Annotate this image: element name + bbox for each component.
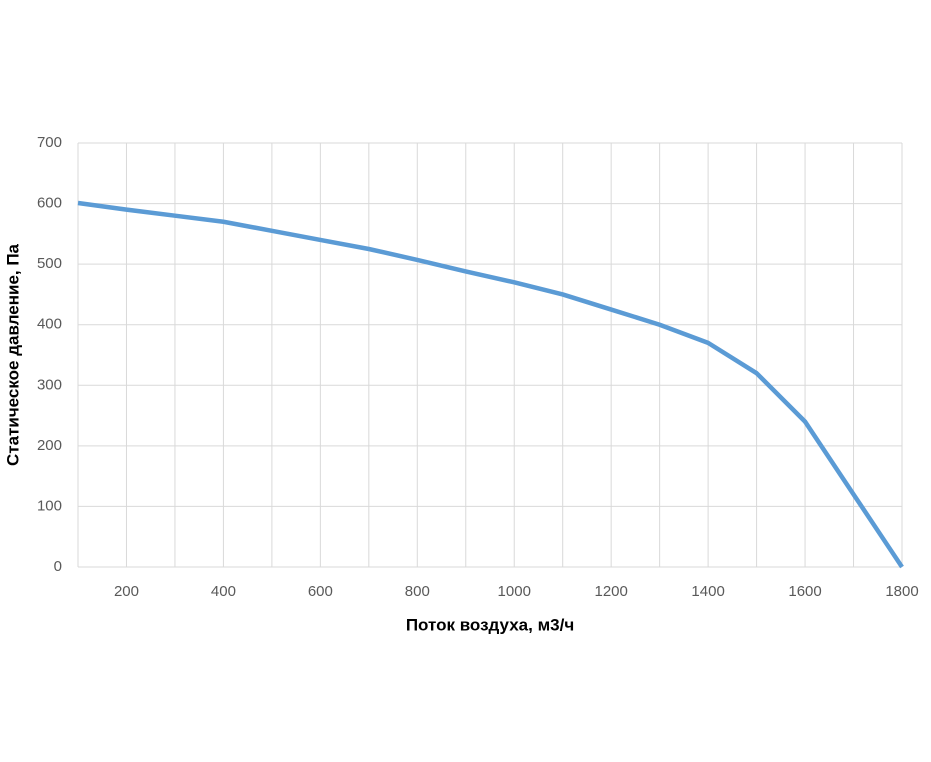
x-tick-label: 1600 [788, 583, 821, 600]
x-tick-label: 800 [405, 583, 430, 600]
x-tick-label: 1000 [498, 583, 531, 600]
x-tick-label: 1400 [691, 583, 724, 600]
y-tick-label: 400 [37, 316, 62, 333]
data-line [77, 200, 904, 569]
x-tick-label: 600 [308, 583, 333, 600]
x-axis-title: Поток воздуха, м3/ч [406, 615, 574, 634]
x-tick-label: 1800 [885, 583, 918, 600]
y-tick-label: 600 [37, 195, 62, 212]
y-axis-title: Статическое давление, Па [3, 243, 22, 466]
y-tick-label: 100 [37, 497, 62, 514]
y-tick-label: 0 [54, 558, 62, 575]
y-tick-label: 700 [37, 134, 62, 151]
y-tick-label: 300 [37, 376, 62, 393]
y-tick-label: 500 [37, 255, 62, 272]
x-tick-label: 400 [211, 583, 236, 600]
x-tick-label: 200 [114, 583, 139, 600]
x-tick-label: 1200 [594, 583, 627, 600]
y-tick-label: 200 [37, 437, 62, 454]
